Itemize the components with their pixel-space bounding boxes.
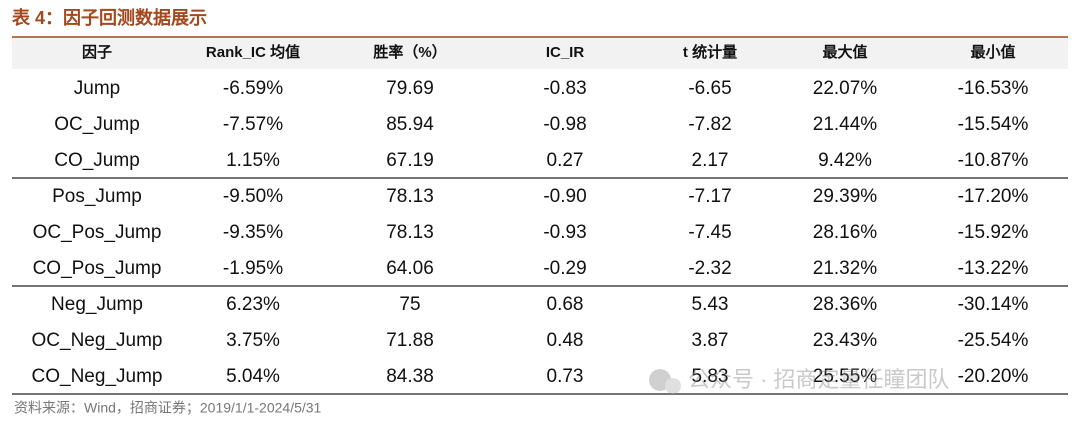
cell: -9.35%	[223, 222, 283, 243]
cell: 23.43%	[813, 330, 878, 351]
cell: -2.32	[688, 258, 731, 279]
cell: 5.43	[692, 294, 729, 315]
cell: 0.48	[547, 330, 584, 351]
column-header: 最大值	[822, 43, 867, 61]
cell: 64.06	[386, 258, 434, 279]
row-label: CO_Pos_Jump	[33, 258, 162, 279]
cell: -15.54%	[958, 114, 1029, 135]
cell: -9.50%	[223, 186, 283, 207]
cell: 75	[399, 294, 420, 315]
cell: 28.16%	[813, 222, 878, 243]
watermark-icon	[649, 369, 671, 391]
cell: 29.39%	[813, 186, 878, 207]
cell: -17.20%	[958, 186, 1029, 207]
cell: -15.92%	[958, 222, 1029, 243]
cell: -20.20%	[958, 366, 1029, 387]
watermark: 公众号 · 招商定量任瞳团队	[649, 367, 950, 394]
cell: 1.15%	[226, 150, 280, 171]
cell: -10.87%	[958, 150, 1029, 171]
cell: 6.23%	[226, 294, 280, 315]
column-header: 因子	[82, 44, 112, 61]
cell: -6.65	[688, 78, 731, 99]
cell: 21.32%	[813, 258, 878, 279]
cell: 67.19	[386, 150, 434, 171]
cell: -0.98	[543, 114, 586, 135]
cell: -7.45	[688, 222, 731, 243]
cell: 78.13	[386, 222, 434, 243]
cell: 0.27	[547, 150, 584, 171]
cell: 28.36%	[813, 294, 878, 315]
cell: -13.22%	[958, 258, 1029, 279]
cell: -1.95%	[223, 258, 283, 279]
cell: -0.93	[543, 222, 586, 243]
header-background	[12, 37, 1068, 69]
cell: -0.83	[543, 78, 586, 99]
column-header: 胜率（%）	[373, 43, 446, 61]
row-label: CO_Jump	[54, 150, 140, 171]
cell: 78.13	[386, 186, 434, 207]
table: 因子 Rank_IC 均值 胜率（%） IC_IR t 统计量 最大值 最小值 Jump -6.…	[12, 43, 1068, 395]
cell: 2.17	[692, 150, 729, 171]
column-header: Rank_IC 均值	[206, 43, 300, 61]
row-label: OC_Jump	[54, 114, 140, 135]
source-note: 资料来源：Wind，招商证券；2019/1/1-2024/5/31	[14, 400, 322, 417]
row-label: OC_Neg_Jump	[32, 330, 163, 351]
cell: 0.73	[547, 366, 584, 387]
column-header: t 统计量	[683, 43, 737, 61]
cell: 9.42%	[818, 150, 872, 171]
cell: 71.88	[386, 330, 434, 351]
cell: -25.54%	[958, 330, 1029, 351]
row-label: Jump	[74, 78, 120, 99]
table-title: 表 4：因子回测数据展示	[12, 7, 207, 28]
cell: -30.14%	[958, 294, 1029, 315]
cell: 5.83	[692, 366, 729, 387]
watermark-icon	[665, 378, 681, 394]
cell: 21.44%	[813, 114, 878, 135]
cell: 79.69	[386, 78, 434, 99]
cell: 0.68	[547, 294, 584, 315]
cell: 25.55%	[813, 366, 878, 387]
cell: 5.04%	[226, 366, 280, 387]
cell: -7.57%	[223, 114, 283, 135]
cell: -0.90	[543, 186, 586, 207]
cell: -7.17	[688, 186, 731, 207]
cell: -0.29	[543, 258, 586, 279]
cell: 3.75%	[226, 330, 280, 351]
cell: 3.87	[692, 330, 729, 351]
row-label: Neg_Jump	[51, 294, 143, 315]
cell: -6.59%	[223, 78, 283, 99]
cell: 85.94	[386, 114, 434, 135]
cell: -7.82	[688, 114, 731, 135]
cell: 84.38	[386, 366, 434, 387]
watermark-text: 公众号 · 招商定量任瞳团队	[688, 367, 950, 392]
row-label: CO_Neg_Jump	[32, 366, 163, 387]
row-label: Pos_Jump	[52, 186, 142, 207]
column-header: 最小值	[970, 43, 1015, 61]
row-label: OC_Pos_Jump	[33, 222, 162, 243]
cell: 22.07%	[813, 78, 878, 99]
column-header: IC_IR	[546, 44, 585, 61]
cell: -16.53%	[958, 78, 1029, 99]
